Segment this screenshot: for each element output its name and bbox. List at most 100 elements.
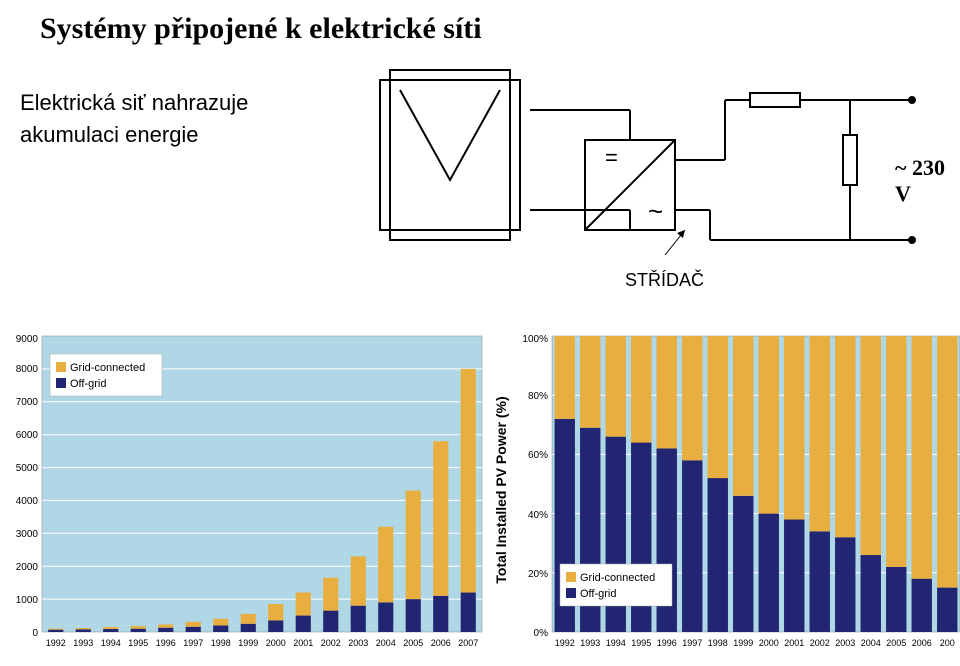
chart-right-xticks: 1992199319941995199619971998199920002001… xyxy=(555,638,955,648)
bar-offgrid xyxy=(186,627,201,632)
charts-row: Grid-connected Off-grid 0 1000 2000 3000… xyxy=(0,330,960,666)
bar-gridconnected xyxy=(784,336,804,520)
x-tick: 2007 xyxy=(458,638,478,648)
svg-text:0%: 0% xyxy=(534,628,549,639)
bar-offgrid xyxy=(406,599,421,632)
bar-offgrid xyxy=(886,567,906,632)
x-tick: 1998 xyxy=(708,638,728,648)
chart-left-legend: Grid-connected Off-grid xyxy=(50,354,162,396)
bar-gridconnected xyxy=(76,628,91,629)
bar-gridconnected xyxy=(657,336,677,448)
bar-offgrid xyxy=(810,531,830,632)
bar-gridconnected xyxy=(810,336,830,531)
svg-text:6000: 6000 xyxy=(16,430,39,441)
bar-gridconnected xyxy=(912,336,932,579)
svg-text:~: ~ xyxy=(648,196,663,226)
bar-offgrid xyxy=(461,593,476,632)
svg-text:100%: 100% xyxy=(522,334,548,345)
bar-gridconnected xyxy=(759,336,779,514)
chart-percentage: Total Installed PV Power (%) Grid-connec… xyxy=(490,330,960,666)
x-tick: 2006 xyxy=(912,638,932,648)
svg-text:Off-grid: Off-grid xyxy=(580,588,616,600)
x-tick: 2001 xyxy=(784,638,804,648)
bar-gridconnected xyxy=(186,622,201,627)
x-tick: 1999 xyxy=(733,638,753,648)
bar-offgrid xyxy=(835,537,855,632)
bar-offgrid xyxy=(158,628,173,632)
bar-gridconnected xyxy=(580,336,600,428)
bar-gridconnected xyxy=(158,624,173,627)
x-tick: 2002 xyxy=(810,638,830,648)
bar-gridconnected xyxy=(682,336,702,460)
x-tick: 2005 xyxy=(403,638,423,648)
svg-text:2000: 2000 xyxy=(16,562,39,573)
x-tick: 2000 xyxy=(759,638,779,648)
page-title: Systémy připojené k elektrické síti xyxy=(40,12,482,46)
x-tick: 1997 xyxy=(682,638,702,648)
x-tick: 2003 xyxy=(835,638,855,648)
svg-text:Off-grid: Off-grid xyxy=(70,378,106,390)
bar-offgrid xyxy=(48,630,63,632)
x-tick: 1992 xyxy=(46,638,66,648)
bar-gridconnected xyxy=(213,619,228,626)
svg-text:1000: 1000 xyxy=(16,595,39,606)
bar-gridconnected xyxy=(708,336,728,478)
bar-offgrid xyxy=(76,629,91,632)
subtitle-line1: Elektrická siť nahrazuje xyxy=(20,90,248,116)
bar-offgrid xyxy=(433,596,448,632)
x-tick: 1996 xyxy=(657,638,677,648)
x-tick: 1994 xyxy=(101,638,121,648)
bar-gridconnected xyxy=(733,336,753,496)
svg-text:9000: 9000 xyxy=(16,334,39,345)
svg-text:Grid-connected: Grid-connected xyxy=(70,362,145,374)
bar-offgrid xyxy=(241,624,256,632)
inverter-label: STŘÍDAČ xyxy=(625,270,704,291)
x-tick: 1997 xyxy=(183,638,203,648)
bar-offgrid xyxy=(759,514,779,632)
bar-offgrid xyxy=(733,496,753,632)
bar-offgrid xyxy=(784,520,804,632)
chart-right-yticks: 0% 20% 40% 60% 80% 100% xyxy=(522,334,548,639)
x-tick: 1996 xyxy=(156,638,176,648)
svg-text:60%: 60% xyxy=(528,450,548,461)
x-tick: 2003 xyxy=(348,638,368,648)
bar-gridconnected xyxy=(378,527,393,603)
chart-installed-power: Grid-connected Off-grid 0 1000 2000 3000… xyxy=(0,330,490,666)
x-tick: 2004 xyxy=(861,638,881,648)
x-tick: 1993 xyxy=(73,638,93,648)
x-tick: 1993 xyxy=(580,638,600,648)
bar-offgrid xyxy=(912,579,932,632)
x-tick: 1999 xyxy=(238,638,258,648)
x-tick: 2000 xyxy=(266,638,286,648)
svg-text:0: 0 xyxy=(32,628,38,639)
bar-gridconnected xyxy=(433,441,448,596)
bar-offgrid xyxy=(378,602,393,632)
x-tick: 2005 xyxy=(886,638,906,648)
bar-gridconnected xyxy=(937,336,957,588)
svg-text:20%: 20% xyxy=(528,569,548,580)
bar-gridconnected xyxy=(351,556,366,605)
bar-offgrid xyxy=(103,629,118,632)
bar-gridconnected xyxy=(631,336,651,443)
bar-offgrid xyxy=(131,629,146,632)
bar-gridconnected xyxy=(606,336,626,437)
bar-gridconnected xyxy=(461,369,476,593)
bar-offgrid xyxy=(213,625,228,632)
svg-text:80%: 80% xyxy=(528,391,548,402)
svg-text:=: = xyxy=(605,145,618,170)
voltage-label: ~ 230 V xyxy=(895,155,960,207)
bar-gridconnected xyxy=(323,578,338,611)
svg-text:Grid-connected: Grid-connected xyxy=(580,572,655,584)
x-tick: 2001 xyxy=(293,638,313,648)
svg-text:8000: 8000 xyxy=(16,364,39,375)
x-tick: 1992 xyxy=(555,638,575,648)
svg-text:5000: 5000 xyxy=(16,463,39,474)
bar-gridconnected xyxy=(131,626,146,629)
x-tick: 1994 xyxy=(606,638,626,648)
x-tick: 2004 xyxy=(376,638,396,648)
bar-gridconnected xyxy=(886,336,906,567)
chart-left-yticks: 0 1000 2000 3000 4000 5000 6000 7000 800… xyxy=(16,334,39,639)
bar-gridconnected xyxy=(835,336,855,537)
x-tick: 1995 xyxy=(128,638,148,648)
bar-offgrid xyxy=(268,620,283,632)
